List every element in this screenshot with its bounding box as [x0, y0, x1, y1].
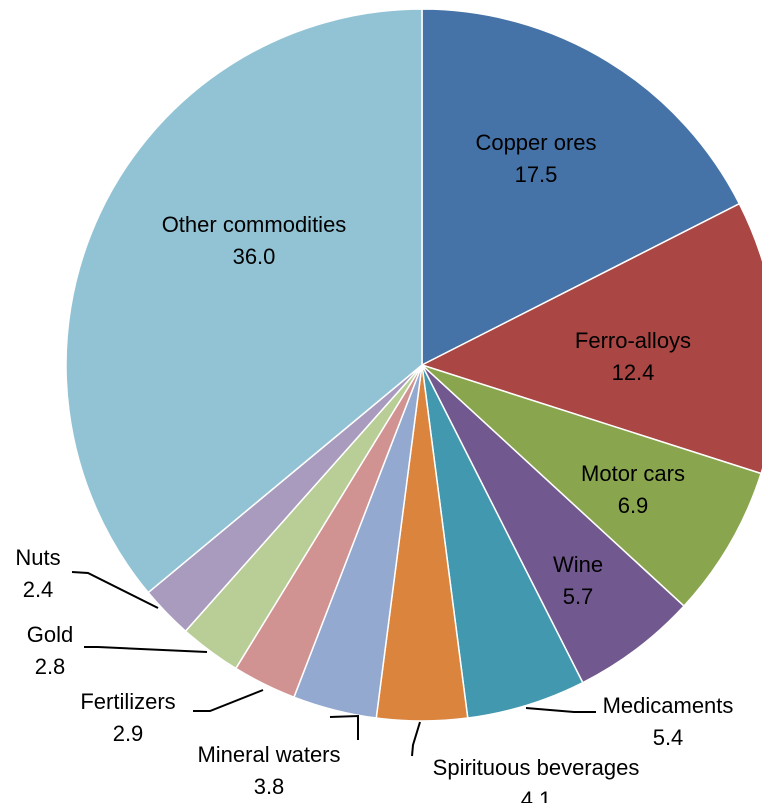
- slice-value-motor-cars: 6.9: [618, 493, 649, 518]
- slice-value-wine: 5.7: [563, 584, 594, 609]
- leader-line-spirituous-beverages: [411, 721, 421, 757]
- leader-line-gold: [84, 646, 208, 653]
- slice-value-mineral-waters: 3.8: [254, 774, 285, 799]
- slice-labels: Copper ores 17.5 Ferro-alloys 12.4 Motor car…: [15, 130, 733, 803]
- slice-label-fertilizers: Fertilizers: [80, 689, 175, 714]
- pie-slice-other-commodities: [65, 8, 423, 594]
- slice-label-mineral-waters: Mineral waters: [197, 742, 340, 767]
- slice-value-nuts: 2.4: [23, 577, 54, 602]
- pie-slices: [65, 8, 762, 722]
- slice-value-medicaments: 5.4: [653, 725, 684, 750]
- slice-label-spirituous-beverages: Spirituous beverages: [433, 755, 640, 780]
- pie-slice-motor-cars: [421, 364, 762, 608]
- leader-line-fertilizers: [193, 689, 264, 712]
- slice-value-spirituous-beverages: 4.1: [521, 787, 552, 803]
- slice-label-medicaments: Medicaments: [603, 693, 734, 718]
- pie-slice-copper-ores: [421, 8, 741, 367]
- slice-label-motor-cars: Motor cars: [581, 461, 685, 486]
- slice-value-fertilizers: 2.9: [113, 721, 144, 746]
- slice-label-gold: Gold: [27, 622, 73, 647]
- slice-label-nuts: Nuts: [15, 545, 60, 570]
- slice-label-copper-ores: Copper ores: [475, 130, 596, 155]
- leader-lines: [71, 571, 596, 757]
- slice-label-ferro-alloys: Ferro-alloys: [575, 328, 691, 353]
- leader-line-medicaments: [525, 707, 596, 713]
- slice-label-other-commodities: Other commodities: [162, 212, 347, 237]
- slice-value-other-commodities: 36.0: [233, 244, 276, 269]
- slice-value-ferro-alloys: 12.4: [612, 360, 655, 385]
- leader-line-nuts: [71, 571, 159, 609]
- slice-label-wine: Wine: [553, 552, 603, 577]
- slice-value-copper-ores: 17.5: [515, 162, 558, 187]
- pie-slice-wine: [421, 364, 686, 684]
- slice-value-gold: 2.8: [35, 654, 66, 679]
- leader-line-mineral-waters: [329, 714, 359, 740]
- pie-slice-ferro-alloys: [420, 202, 762, 475]
